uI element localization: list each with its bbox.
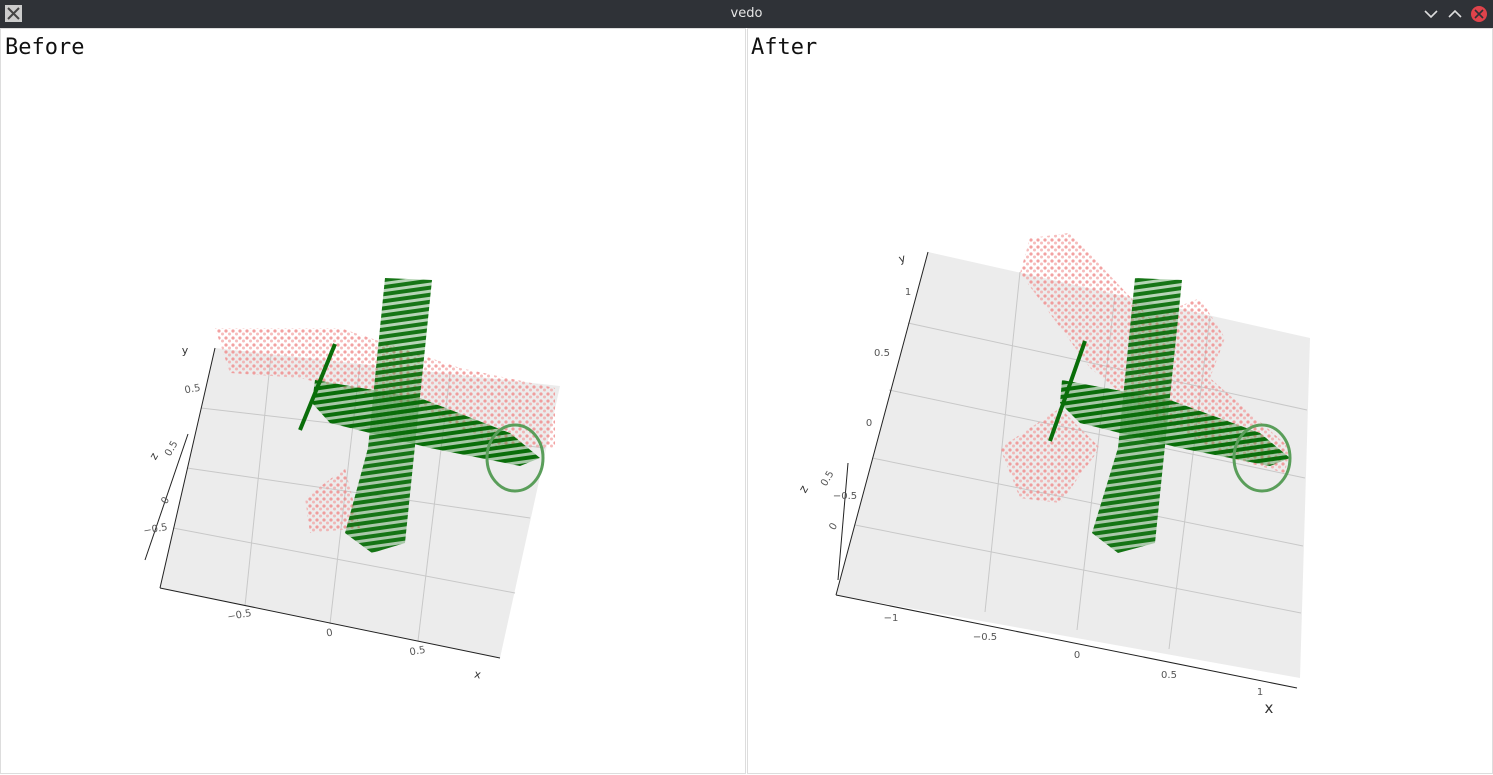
x-axis [835, 594, 1298, 689]
panel-title: Before [5, 35, 84, 60]
airplane-tail [485, 423, 545, 493]
window-title: vedo [730, 6, 763, 21]
x-axis-label: x [1265, 699, 1274, 717]
y-tick-label: 1 [905, 287, 911, 298]
z-axis [837, 462, 849, 581]
x-tick-label: 1 [1257, 687, 1263, 698]
y-axis-label: y [182, 344, 189, 357]
x-axis-label: x [473, 668, 482, 682]
x-tick-label: 0.5 [1161, 670, 1177, 681]
pink-cloud [1000, 408, 1100, 503]
y-tick-label: 0 [866, 418, 872, 429]
z-tick-label: −0.5 [833, 491, 857, 502]
before-scene [144, 278, 560, 659]
viewports: Before After x −0.5 0 0.5 y 0.5 z 0.5 0 −0.5 x −1 −0… [0, 28, 1493, 774]
y-axis-label: y [897, 251, 907, 265]
z-tick-label: 0 [827, 521, 840, 532]
x-tick-label: −1 [884, 613, 899, 624]
x-axis [159, 587, 501, 659]
after-scene [835, 233, 1310, 689]
airplane-propeller [1048, 340, 1087, 442]
x-tick-label: 0 [1074, 650, 1080, 661]
z-axis [144, 433, 189, 561]
x-tick-label: 0.5 [409, 645, 427, 659]
x-tick-label: −0.5 [227, 608, 253, 623]
x-tick-label: −0.5 [973, 632, 997, 643]
airplane-tail [1232, 423, 1292, 493]
minimize-button[interactable] [1424, 10, 1438, 19]
y-tick-label: 0.5 [184, 383, 202, 397]
title-bar: vedo [0, 0, 1493, 28]
z-tick-label: 0 [159, 495, 172, 506]
airplane-propeller [298, 343, 337, 431]
panel-title: After [751, 35, 817, 60]
pink-cloud [305, 468, 360, 533]
y-axis [835, 251, 929, 596]
maximize-button[interactable] [1448, 9, 1462, 18]
z-axis-label: z [147, 450, 161, 462]
title-bar-icons [5, 5, 1487, 22]
y-tick-label: 0.5 [874, 348, 890, 359]
airplane-fuselage [312, 380, 540, 466]
airplane-fuselage [1060, 380, 1290, 466]
y-axis [159, 347, 216, 589]
close-glyph [1474, 9, 1484, 19]
z-tick-label: −0.5 [143, 522, 169, 537]
x-tick-label: 0 [325, 628, 333, 640]
app-icon-glyph [7, 7, 20, 20]
